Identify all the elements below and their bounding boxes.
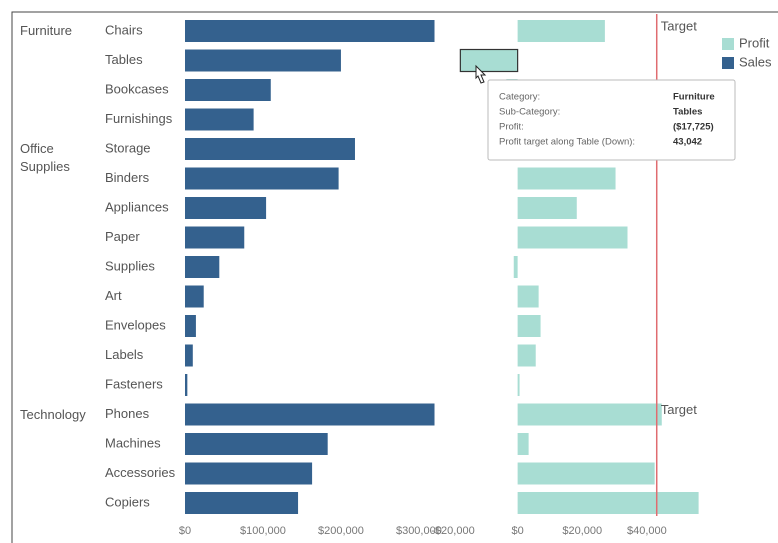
tooltip-box [487,79,736,161]
sub-category-label: Phones [105,406,150,421]
sub-category-label: Supplies [105,258,155,273]
x-tick-label: $40,000 [627,525,667,537]
bar [517,315,541,337]
tooltip: Category: Furniture Sub-Category: Tables Pro… [487,79,736,161]
tooltip-key: Profit target along Table (Down): [499,137,635,148]
bar [185,462,313,485]
bar [185,285,204,308]
bar [517,403,662,426]
bar [185,197,267,219]
bar [517,197,577,219]
sub-category-label: Bookcases [105,81,169,96]
legend-swatch [722,57,734,69]
legend-label: Sales [739,54,772,69]
tooltip-value: ($17,725) [673,122,714,133]
tooltip-key: Sub-Category: [499,107,560,118]
sub-category-label: Binders [105,170,150,185]
bar [517,344,536,367]
bar [517,20,605,42]
sub-category-label: Copiers [105,494,150,509]
x-tick-label: $100,000 [240,525,286,537]
tooltip-value: Tables [673,107,702,118]
sub-category-label: Accessories [105,465,176,480]
tooltip-value: Furniture [673,92,715,103]
x-tick-label: $200,000 [318,525,364,537]
x-tick-label: $0 [179,525,191,537]
bar [517,167,616,190]
bar [185,374,188,396]
sub-category-label: Machines [105,435,161,450]
bar [517,433,529,455]
category-label: Technology [20,406,86,422]
cursor [475,64,487,84]
bar [185,344,193,367]
bar [517,285,539,308]
sub-category-label: Storage [105,140,151,155]
bar [185,79,271,101]
bar[interactable] [459,48,519,73]
sub-category-label: Chairs [105,22,143,37]
frame [11,11,778,543]
bar [185,20,435,42]
category-label: Furniture [20,23,73,38]
bar [185,315,196,337]
bar [185,49,341,72]
sub-category-label: Paper [105,229,140,244]
bar [185,167,339,190]
tooltip-value: 43,042 [673,137,702,148]
target-label: Target [661,402,698,417]
tooltip-key: Profit: [499,122,524,133]
x-tick-label: $0 [512,525,524,537]
legend-swatch [722,38,734,50]
target-label: Target [661,18,698,33]
bar [185,433,328,455]
sub-category-label: Envelopes [105,317,166,332]
sub-category-label: Tables [105,52,143,67]
x-tick-label: $300,000 [396,525,442,537]
tooltip-key: Category: [499,92,540,103]
bar [517,226,628,249]
bar [185,492,299,514]
bar [185,138,355,160]
sub-category-label: Labels [105,347,144,362]
sub-category-label: Art [105,288,122,303]
bar [517,492,699,514]
x-tick-label: $20,000 [562,525,602,537]
bar [517,374,520,396]
bar [185,256,220,278]
sub-category-label: Appliances [105,199,169,214]
legend-label: Profit [739,35,770,50]
category-label: Office Supplies [20,141,70,174]
sub-category-label: Furnishings [105,111,173,126]
bar [517,462,655,485]
sub-category-label: Fasteners [105,376,163,391]
bar [185,403,435,426]
x-tick-label: -$20,000 [431,525,474,537]
bar [185,226,245,249]
bar [185,108,254,131]
bar [513,256,518,278]
